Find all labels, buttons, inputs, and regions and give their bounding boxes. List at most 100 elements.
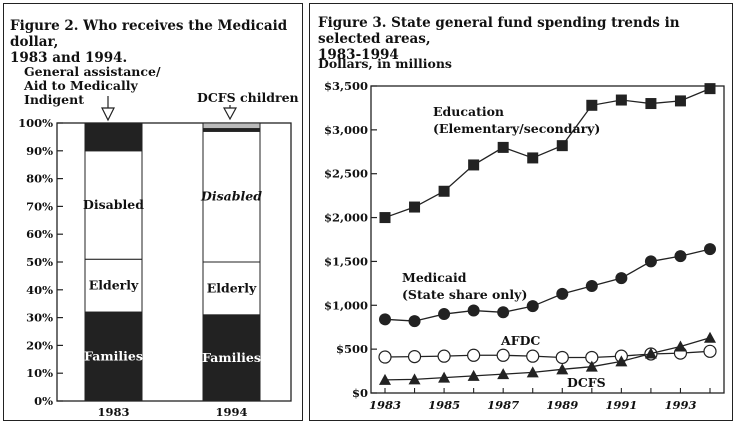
bar-segment <box>84 122 143 152</box>
data-point <box>497 368 510 380</box>
y-tick-label: 70% <box>26 199 53 213</box>
bar-segment <box>84 311 143 402</box>
data-point <box>379 373 391 385</box>
y-tick-label: 10% <box>26 366 53 380</box>
x-tick-label: 1993 <box>664 398 696 412</box>
series-label-education: Education (Elementary/secondary) <box>433 104 600 136</box>
data-point <box>497 141 509 153</box>
data-point <box>556 140 568 152</box>
bar-segment <box>202 130 261 263</box>
series-line <box>384 248 711 322</box>
data-point <box>438 371 451 383</box>
y-tick-label: 20% <box>26 338 53 352</box>
y-tick-label: 100% <box>18 116 53 130</box>
annotation-dcfs-children: DCFS children <box>197 90 299 105</box>
figure-2-chart: 0% 10% 20% 30% 40% 50% 60% 70% 80% 90% 100% 1983 199… <box>18 64 299 419</box>
data-point <box>409 201 421 213</box>
segment-label-elderly: Elderly <box>207 280 257 295</box>
y-tick-label: $3,000 <box>324 123 368 137</box>
data-point <box>438 308 451 321</box>
data-point <box>438 185 450 197</box>
segment-label-families: Families <box>84 349 143 364</box>
data-point <box>408 373 421 385</box>
series-label-afdc: AFDC <box>500 333 540 348</box>
series-label-dcfs: DCFS <box>567 375 606 390</box>
data-point <box>407 349 422 364</box>
y-tick-label: $2,500 <box>324 167 368 181</box>
x-tick-label: 1983 <box>369 398 401 412</box>
x-tick-label: 1991 <box>605 398 637 412</box>
y-tick-label: $2,000 <box>324 211 368 225</box>
data-point <box>468 159 480 171</box>
data-point <box>467 369 480 381</box>
y-tick-label: 30% <box>26 311 53 325</box>
data-point <box>585 279 598 292</box>
data-point <box>704 243 716 256</box>
data-point <box>555 350 569 365</box>
series-line <box>384 350 711 359</box>
bar-segment <box>202 122 261 130</box>
data-point <box>704 83 716 95</box>
y-tick-label: 60% <box>26 227 53 241</box>
bar-segment <box>84 258 143 313</box>
data-point <box>496 348 510 362</box>
data-point <box>437 349 451 363</box>
figure-2-panel: Figure 2. Who receives the Medicaid doll… <box>3 3 303 421</box>
data-point <box>379 313 391 326</box>
arrow-head <box>101 107 115 122</box>
annotation-general-assistance: General assistance/Aid to Medically Indig… <box>23 64 161 107</box>
series-line <box>384 337 711 381</box>
segment-label-disabled: Disabled <box>83 197 144 212</box>
data-point <box>703 344 717 358</box>
data-point <box>467 348 481 362</box>
y-tick-label: 80% <box>26 172 53 186</box>
data-point <box>378 350 392 364</box>
series-label-medicaid: Medicaid (State share only) <box>402 270 527 302</box>
y-tick-label: $1,000 <box>324 298 368 312</box>
data-point <box>644 347 657 359</box>
x-tick-label: 1983 <box>97 405 129 419</box>
data-point <box>497 306 510 319</box>
data-point <box>615 94 627 106</box>
segment-label-disabled: Disabled <box>200 189 262 204</box>
data-point <box>674 250 687 263</box>
data-point <box>379 212 391 224</box>
segment-label-families: Families <box>202 350 261 365</box>
data-point <box>674 340 687 352</box>
data-point <box>467 304 480 317</box>
y-tick-label: 40% <box>26 283 53 297</box>
figure-3-title: Figure 3. State general fund spending tr… <box>318 15 680 63</box>
data-point <box>615 272 628 285</box>
y-tick-label: $500 <box>336 342 368 356</box>
y-tick-label: 50% <box>26 255 53 269</box>
x-tick-label: 1985 <box>428 398 460 412</box>
arrow-head <box>222 107 238 121</box>
data-point <box>585 360 598 372</box>
data-point <box>644 255 657 268</box>
data-point <box>408 315 421 328</box>
x-tick-label: 1994 <box>215 405 247 419</box>
data-point <box>615 355 628 367</box>
bar-segment <box>84 150 143 260</box>
data-point <box>526 349 540 363</box>
x-tick-label: 1989 <box>546 398 578 412</box>
x-tick-label: 1987 <box>487 398 519 412</box>
data-point <box>556 287 569 300</box>
data-point <box>526 366 539 378</box>
figure-3-panel: Figure 3. State general fund spending tr… <box>309 3 733 421</box>
data-point <box>527 152 539 164</box>
data-point <box>526 300 539 313</box>
data-point <box>586 99 598 111</box>
segment-label-elderly: Elderly <box>89 278 139 293</box>
y-axis-label: Dollars, in millions <box>318 56 452 71</box>
y-tick-label: $1,500 <box>324 254 368 268</box>
data-point <box>704 331 716 343</box>
figure-2-title: Figure 2. Who receives the Medicaid doll… <box>10 18 288 66</box>
y-tick-label: 0% <box>34 394 53 408</box>
data-point <box>645 98 657 110</box>
data-point <box>556 363 569 375</box>
data-point <box>674 95 686 107</box>
y-tick-label: 90% <box>26 144 53 158</box>
plot-frame <box>370 85 725 394</box>
y-tick-label: $3,500 <box>324 79 368 93</box>
